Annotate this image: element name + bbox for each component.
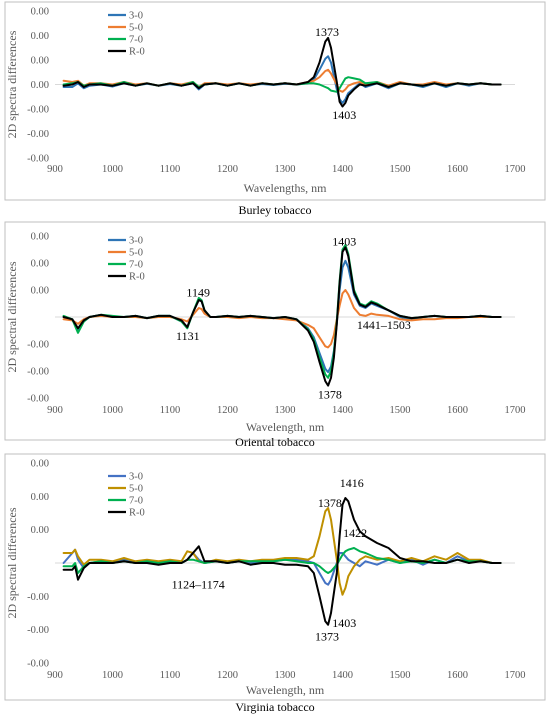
x-tick-label: 1000 (102, 670, 123, 681)
y-tick-label: -0.00 (27, 394, 49, 405)
series-line-R-0 (62, 246, 502, 387)
legend-label-7-0: 7-0 (129, 35, 143, 46)
peak-annotation: 1373 (315, 25, 339, 39)
y-tick-label: -0.00 (27, 340, 49, 351)
x-tick-label: 1700 (505, 405, 526, 416)
legend-label-7-0: 7-0 (129, 496, 143, 507)
legend-label-5-0: 5-0 (129, 23, 143, 34)
x-tick-label: 1100 (160, 164, 181, 175)
y-tick-label: -0.00 (27, 105, 49, 116)
y-tick-label: 0.00 (31, 80, 49, 91)
y-axis-title: 2D spectral differences (5, 507, 19, 618)
x-tick-label: 1300 (275, 164, 296, 175)
y-tick-label: 0.00 (31, 7, 49, 18)
y-axis-title: 2D spectra differences (5, 30, 19, 138)
x-tick-label: 1200 (217, 670, 238, 681)
x-tick-label: 1400 (332, 164, 353, 175)
peak-annotation: 1403 (332, 616, 356, 630)
x-tick-label: 1000 (102, 405, 123, 416)
x-tick-label: 1000 (102, 164, 123, 175)
x-tick-label: 1700 (505, 164, 526, 175)
x-tick-label: 900 (47, 670, 63, 681)
x-tick-label: 1400 (332, 405, 353, 416)
x-tick-label: 1300 (275, 405, 296, 416)
panel-caption: Virginia tobacco (235, 700, 314, 714)
x-tick-label: 1700 (505, 670, 526, 681)
legend-label-3-0: 3-0 (129, 11, 143, 22)
x-tick-label: 1200 (217, 405, 238, 416)
y-tick-label: 0.00 (31, 492, 49, 503)
y-tick-label: -0.00 (27, 625, 49, 636)
x-tick-label: 1300 (275, 670, 296, 681)
series-line-R-0 (62, 36, 502, 108)
series-line-R-0 (62, 497, 502, 626)
peak-annotation: 1131 (176, 329, 200, 343)
peak-annotation: 1441–1503 (357, 318, 411, 332)
y-tick-label: 0.00 (31, 525, 49, 536)
y-tick-label: -0.00 (27, 659, 49, 670)
legend-label-7-0: 7-0 (129, 260, 143, 271)
peak-annotation: 1422 (343, 526, 367, 540)
y-tick-label: -0.00 (27, 154, 49, 165)
peak-annotation: 1403 (332, 108, 356, 122)
legend-label-R-0: R-0 (129, 272, 145, 283)
y-tick-label: -0.00 (27, 129, 49, 140)
x-tick-label: 1100 (160, 670, 181, 681)
legend-label-R-0: R-0 (129, 508, 145, 519)
x-tick-label: 1600 (447, 405, 468, 416)
panel-frame (4, 453, 546, 701)
x-axis-title: Wavelength, nm (246, 683, 325, 697)
x-tick-label: 1400 (332, 670, 353, 681)
y-tick-label: 0.00 (31, 259, 49, 270)
x-tick-label: 1600 (447, 164, 468, 175)
peak-annotation: 1373 (315, 629, 339, 643)
x-axis-title: Wavelengths, nm (243, 181, 327, 195)
y-tick-label: 0.00 (31, 56, 49, 67)
y-tick-label: 0.00 (31, 459, 49, 470)
legend-label-5-0: 5-0 (129, 484, 143, 495)
x-tick-label: 900 (47, 164, 63, 175)
panel-caption: Oriental tobacco (235, 435, 315, 449)
x-axis-title: Wavelength, nm (246, 420, 325, 434)
x-tick-label: 1500 (390, 164, 411, 175)
x-tick-label: 1100 (160, 405, 181, 416)
peak-annotation: 1378 (318, 496, 342, 510)
peak-annotation: 1403 (332, 235, 356, 249)
legend-label-3-0: 3-0 (129, 472, 143, 483)
y-axis-title: 2D spectral differences (5, 261, 19, 372)
panel-frame (4, 1, 546, 201)
x-tick-label: 1600 (447, 670, 468, 681)
legend-label-R-0: R-0 (129, 47, 145, 58)
peak-annotation: 1378 (318, 388, 342, 402)
peak-annotation: 1149 (186, 285, 210, 299)
peak-annotation: 1124–1174 (172, 578, 225, 592)
panel-caption: Burley tobacco (239, 203, 312, 217)
y-tick-label: 0.00 (31, 31, 49, 42)
y-tick-label: -0.00 (27, 592, 49, 603)
peak-annotation: 1416 (340, 476, 364, 490)
y-tick-label: -0.00 (27, 367, 49, 378)
legend-label-5-0: 5-0 (129, 248, 143, 259)
x-tick-label: 1200 (217, 164, 238, 175)
y-tick-label: 0.00 (31, 286, 49, 297)
legend-label-3-0: 3-0 (129, 236, 143, 247)
x-tick-label: 1500 (390, 405, 411, 416)
panel-frame (4, 221, 546, 441)
x-tick-label: 1500 (390, 670, 411, 681)
y-tick-label: 0.00 (31, 232, 49, 243)
x-tick-label: 900 (47, 405, 63, 416)
